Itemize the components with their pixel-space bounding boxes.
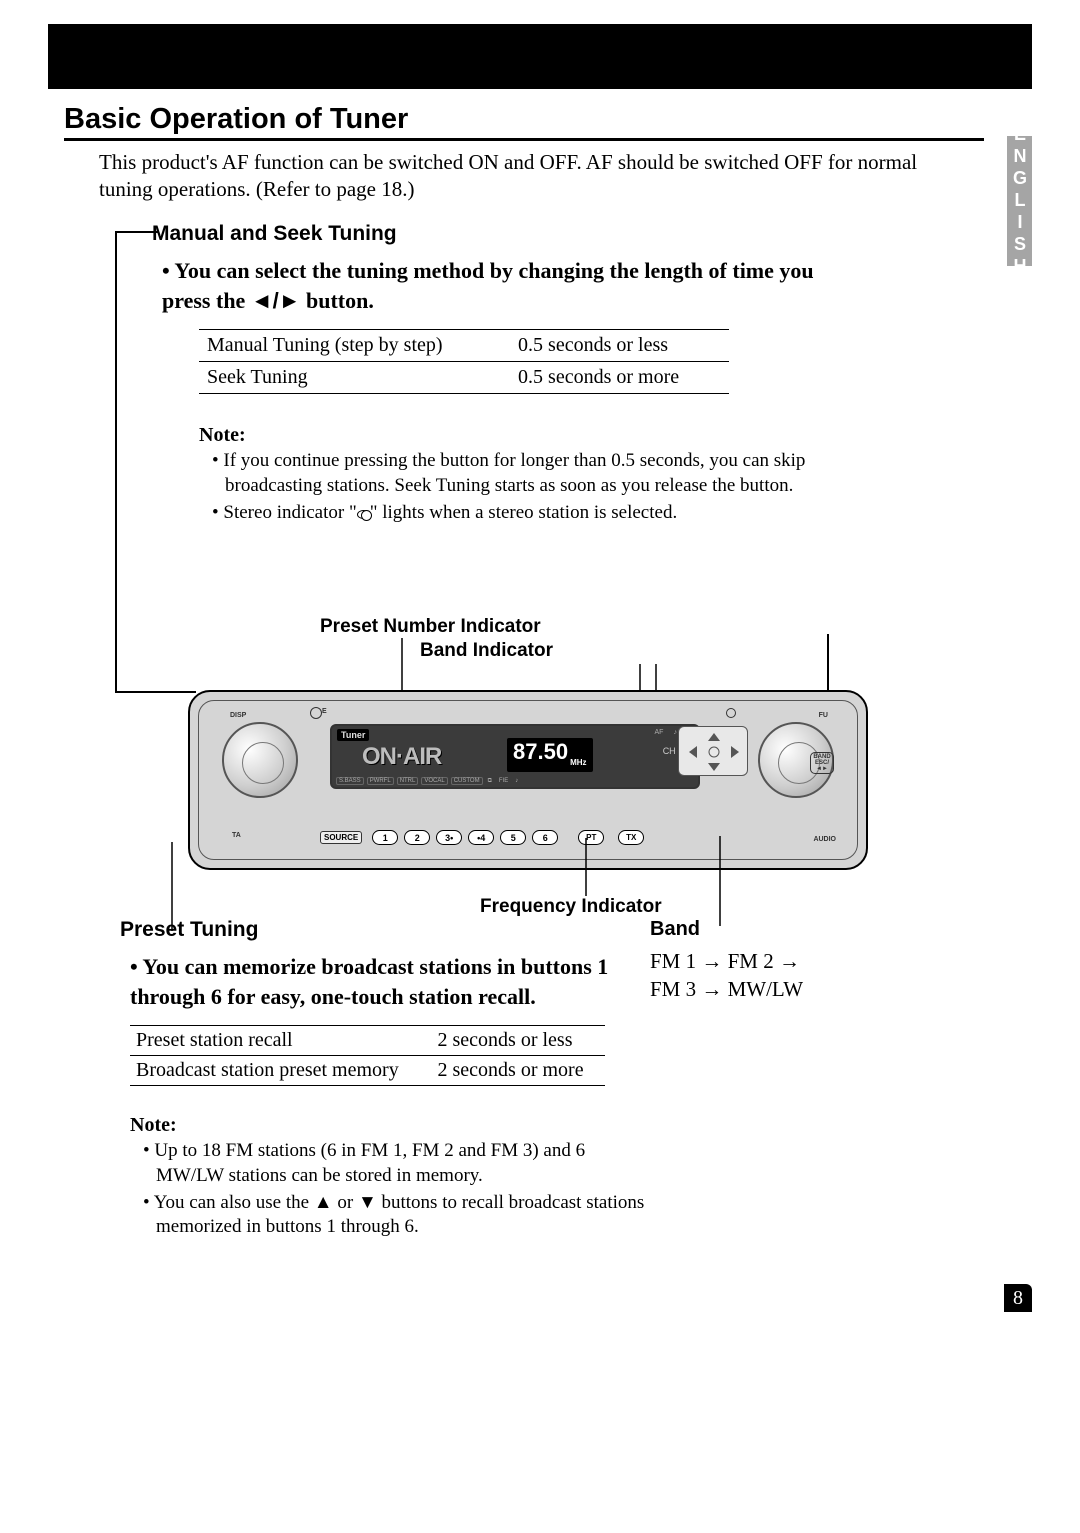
content: Basic Operation of Tuner This product's …: [64, 103, 984, 203]
freq-value: 87.50: [513, 739, 568, 765]
lcd-bl: NTRL: [397, 777, 419, 785]
arrow-right-icon: →: [701, 949, 722, 973]
page-number: 8: [1013, 1287, 1023, 1310]
label-e: E: [322, 708, 327, 715]
intro-text: This product's AF function can be switch…: [99, 149, 929, 203]
callout-frequency-indicator: Frequency Indicator: [480, 896, 662, 918]
lcd-bl: ⧉: [486, 778, 494, 785]
top-right-dot: [726, 708, 736, 718]
note2-list: • Up to 18 FM stations (6 in FM 1, FM 2 …: [143, 1139, 653, 1240]
label-disp: DISP: [230, 712, 246, 719]
cell: 0.5 seconds or less: [510, 330, 729, 362]
note-label: Note:: [199, 424, 862, 447]
af-icon: AF: [654, 729, 663, 736]
lcd-frequency: 87.50 MHz: [507, 738, 593, 772]
note-list: • If you continue pressing the button fo…: [212, 449, 892, 525]
section1-lead: • You can select the tuning method by ch…: [162, 256, 832, 315]
language-tab: ENGLISH: [1007, 136, 1032, 266]
lcd-bl: ♪: [513, 778, 520, 784]
cell: Broadcast station preset memory: [130, 1056, 432, 1086]
table-row: Broadcast station preset memory 2 second…: [130, 1056, 605, 1086]
cell: Preset station recall: [130, 1026, 432, 1056]
lcd-bl: PWRFL: [367, 777, 394, 785]
table-row: Preset station recall 2 seconds or less: [130, 1026, 605, 1056]
band-sequence: FM 1 → FM 2 → FM 3 → MW/LW: [650, 947, 910, 1004]
arrow-right-icon: →: [701, 977, 722, 1001]
page-title: Basic Operation of Tuner: [64, 103, 984, 136]
lcd-bl: S.BASS: [336, 777, 364, 785]
stereo-indicator-icon: [357, 510, 370, 519]
lcd-bl: CUSTOM: [451, 777, 483, 785]
title-rule: [64, 138, 984, 141]
nav-pad[interactable]: [678, 726, 748, 776]
note-text: You can also use the: [154, 1192, 314, 1213]
section2-lead: • You can memorize broadcast stations in…: [130, 952, 610, 1011]
band-column: Band FM 1 → FM 2 → FM 3 → MW/LW: [650, 918, 910, 1004]
section1-heading: Manual and Seek Tuning: [152, 222, 862, 246]
music-icon: ♪: [673, 729, 677, 736]
lcd-bl: FIE: [497, 778, 510, 784]
note-item: • You can also use the ▲ or ▼ buttons to…: [143, 1191, 653, 1240]
note-text: Up to 18 FM stations (6 in FM 1, FM 2 an…: [154, 1140, 585, 1186]
cell: 2 seconds or less: [432, 1026, 606, 1056]
note-item: • If you continue pressing the button fo…: [212, 449, 892, 498]
note-item: • Up to 18 FM stations (6 in FM 1, FM 2 …: [143, 1139, 653, 1188]
label-fu: FU: [819, 712, 828, 719]
page-number-badge: 8: [1004, 1284, 1032, 1312]
table-row: Seek Tuning 0.5 seconds or more: [199, 362, 729, 394]
bs: FM 2: [722, 949, 779, 973]
down-triangle-icon: ▼: [358, 1192, 377, 1213]
arrow-right-icon: →: [779, 949, 800, 973]
cell: Seek Tuning: [199, 362, 510, 394]
language-tab-text: ENGLISH: [1009, 124, 1030, 278]
lcd-tuner-label: Tuner: [337, 729, 369, 741]
top-black-bar: [48, 24, 1032, 89]
preset-section: Preset Tuning • You can memorize broadca…: [120, 918, 1020, 1242]
manual-seek-section: Manual and Seek Tuning • You can select …: [102, 222, 862, 527]
up-triangle-icon: ▲: [314, 1192, 333, 1213]
lcd-bottom-row: S.BASS PWRFL NTRL VOCAL CUSTOM ⧉ FIE ♪: [336, 777, 694, 785]
lcd-bl: VOCAL: [421, 777, 447, 785]
cell: Manual Tuning (step by step): [199, 330, 510, 362]
preset-table: Preset station recall 2 seconds or less …: [130, 1025, 605, 1086]
left-knob[interactable]: [222, 722, 298, 798]
note-text: If you continue pressing the button for …: [223, 450, 805, 496]
cell: 2 seconds or more: [432, 1056, 606, 1086]
tuning-table: Manual Tuning (step by step) 0.5 seconds…: [199, 329, 729, 394]
note-text: or: [333, 1192, 358, 1213]
cell: 0.5 seconds or more: [510, 362, 729, 394]
table-row: Manual Tuning (step by step) 0.5 seconds…: [199, 330, 729, 362]
ch-label: CH: [663, 746, 676, 756]
freq-unit: MHz: [570, 758, 586, 767]
callout-preset-number: Preset Number Indicator: [320, 616, 541, 638]
lcd-onair: ON·AIR: [362, 743, 441, 771]
label-band[interactable]: BANDESC/◄►: [810, 752, 834, 774]
lead-suffix: button.: [301, 288, 374, 313]
note-item: • Stereo indicator "" lights when a ster…: [212, 501, 892, 526]
lcd-display: Tuner ON·AIR 87.50 MHz AF ♪ R CH 1 S.BAS…: [330, 724, 700, 789]
note2-label: Note:: [130, 1114, 1020, 1137]
left-right-icon: ◄/►: [251, 288, 301, 313]
bs: FM 1: [650, 949, 701, 973]
band-heading: Band: [650, 918, 910, 941]
